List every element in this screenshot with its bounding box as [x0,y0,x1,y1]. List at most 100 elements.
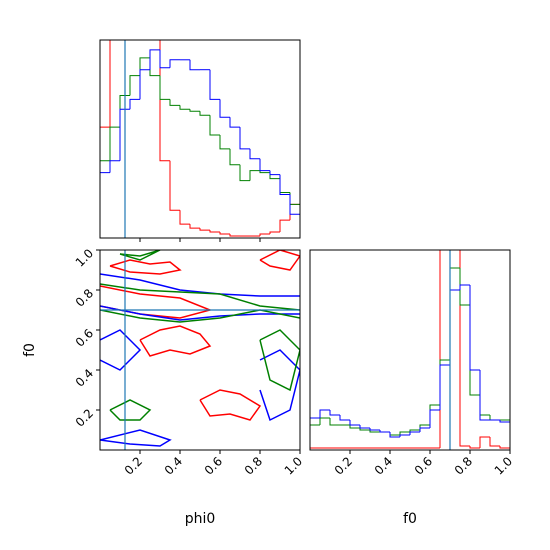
contour-line [259,250,300,271]
x-tick-label: 0.2 [122,454,145,477]
hist-step [189,109,200,112]
hist-step [349,425,360,429]
hist-step [159,75,170,100]
axes-frame [99,39,301,239]
hist-step [319,409,330,418]
hist-step [239,127,250,150]
hist-step [209,69,220,100]
y-tick-label: 1.0 [73,246,96,269]
hist-step [179,105,190,110]
hist-step [199,228,210,231]
contour-line [100,429,172,447]
hist-step [369,428,380,431]
hist-step [269,170,280,176]
y-tick-label: 0.2 [73,406,96,429]
contour-line [100,273,300,297]
hist-step [479,436,490,448]
hist-step [439,250,441,448]
hist-step [419,427,430,432]
hist-step [219,135,230,150]
hist-step [179,210,190,225]
contour-line [199,389,262,421]
hist-step [359,428,370,431]
contour-line [139,325,212,357]
hist-step [149,57,160,77]
hist-step [269,231,280,235]
hist-step [310,417,320,450]
hist-step [389,432,400,436]
hist-step [469,305,480,396]
hist-step [399,434,410,437]
hist-step [249,170,260,181]
hist-step [159,49,170,69]
hist-step [339,415,350,421]
hist-step [489,415,500,421]
hist-step [189,59,200,71]
hist-step [100,160,110,238]
hist-step [429,409,440,428]
hist-step [439,359,450,405]
hist-step [229,117,240,128]
hist-step [499,420,510,450]
hist-step [449,267,460,360]
contour-line [100,329,142,371]
hist-step [259,170,270,174]
hist-step [149,49,160,70]
hist-step [209,230,220,233]
hist-step [229,148,240,166]
hist-step [289,203,300,238]
hist-step [369,430,380,433]
plot-area [310,250,510,450]
contour-line [259,349,300,422]
contour-line [100,305,300,321]
hist-step [199,111,210,116]
x-tick-label: 0.8 [242,454,265,477]
hist-step [109,40,111,128]
hist-step [249,148,260,160]
hist-step [139,57,150,76]
hist-step [109,160,120,173]
hist-step [219,99,230,118]
hist-step [399,431,410,435]
plot-area [100,40,300,238]
hist-step [279,219,290,233]
hist-step [259,233,270,237]
x-tick-label: 1.0 [492,454,515,477]
x-tick-label: 0.2 [332,454,355,477]
hist-step [310,447,320,450]
hist-step [459,284,470,290]
hist-step [259,158,270,172]
x-tick-label: 1.0 [282,454,305,477]
hist-step [129,98,140,110]
contour-line [119,250,161,261]
hist-step [469,446,480,449]
hist-step [499,446,510,450]
hist-step [319,417,330,425]
x-tick-label: 0.4 [162,454,185,477]
hist-step [409,431,420,435]
hist-step [239,164,250,182]
hist-step [439,364,450,410]
hist-step [189,224,200,229]
hist-step [209,115,220,136]
hist-step [429,404,440,425]
x-tick-label: 0.8 [452,454,475,477]
hist-step [119,108,130,161]
hist-step [310,424,320,450]
hist-step [159,40,170,162]
contour-line [109,259,182,275]
hist-step [379,430,390,433]
contour-line [109,399,152,421]
hist-step [329,410,340,416]
axes-frame [99,249,301,451]
hist-step [479,395,490,416]
contour-line [259,329,300,392]
hist-step [479,370,490,421]
hist-step [100,172,110,238]
hist-step [289,192,300,238]
x-axis-label: phi0 [185,511,216,527]
hist-step [389,432,400,438]
hist-step [289,194,300,238]
hist-step [279,178,290,193]
